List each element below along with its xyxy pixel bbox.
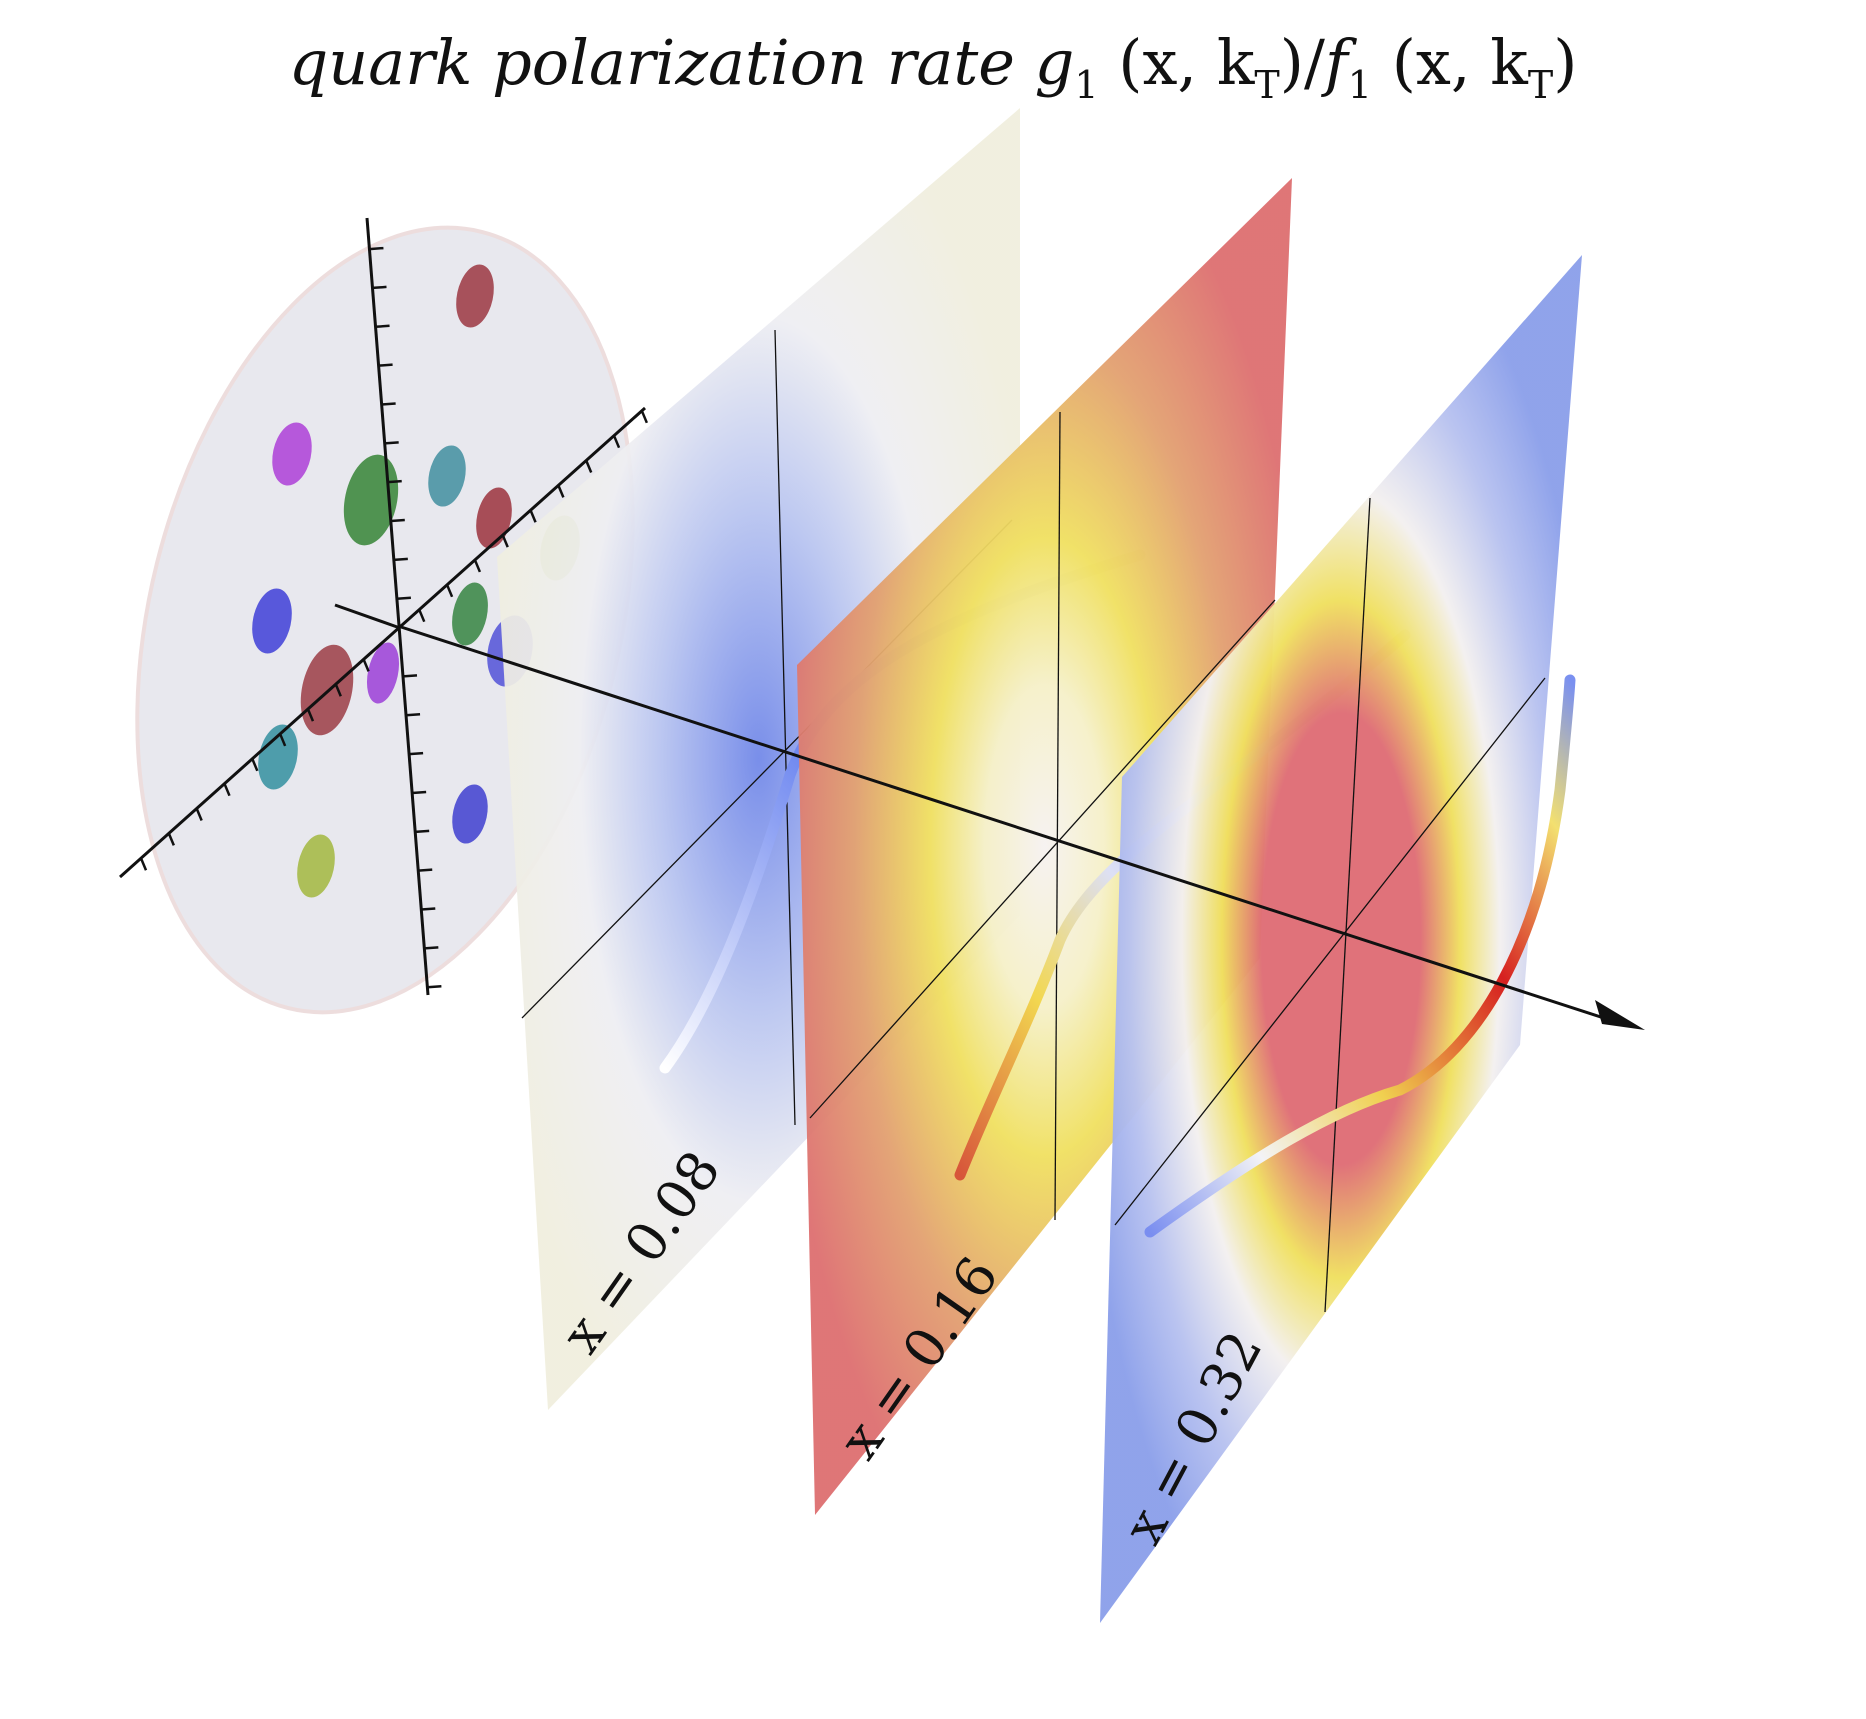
title-text: quark polarization rate bbox=[288, 26, 1035, 99]
quark-dot bbox=[258, 724, 298, 790]
quark-dot bbox=[366, 642, 400, 704]
longitudinal-axis bbox=[397, 624, 1611, 1022]
axis-tick bbox=[585, 460, 593, 474]
quark-dot bbox=[272, 422, 312, 486]
axis-tick bbox=[223, 783, 231, 797]
axis-tick bbox=[557, 484, 565, 498]
axis-tick bbox=[384, 441, 399, 445]
title-g: g bbox=[1034, 26, 1075, 99]
axis-tick bbox=[372, 285, 387, 290]
title-f: f bbox=[1324, 26, 1348, 99]
axis-tick bbox=[424, 946, 439, 950]
axis-tick bbox=[418, 868, 433, 872]
axis-arrow-head bbox=[1595, 1000, 1645, 1030]
axis-tick bbox=[390, 518, 405, 523]
axis-tick bbox=[529, 509, 537, 523]
axis-tick bbox=[409, 751, 424, 756]
axis-tick bbox=[378, 363, 393, 367]
axis-tick bbox=[362, 658, 370, 672]
quark-dot bbox=[456, 264, 494, 328]
axis-tick bbox=[415, 829, 430, 834]
plane-2-vertical-line bbox=[1324, 497, 1371, 1313]
axis-tick bbox=[393, 557, 408, 562]
title-f-sub: 1 bbox=[1347, 63, 1372, 107]
quark-dot bbox=[428, 445, 466, 507]
quark-dot bbox=[297, 834, 335, 898]
quark-dot bbox=[343, 454, 399, 546]
axis-tick bbox=[421, 907, 436, 911]
title-slash: )/ bbox=[1279, 26, 1325, 99]
axis-tick bbox=[334, 683, 342, 697]
plane-1-vertical-line bbox=[1054, 411, 1061, 1221]
title-args2: (x, k bbox=[1391, 26, 1528, 99]
axis-tick bbox=[501, 534, 509, 548]
quark-dot bbox=[452, 784, 488, 844]
axis-tick bbox=[139, 857, 148, 871]
axis-tick bbox=[412, 790, 427, 795]
axis-tick bbox=[427, 984, 442, 989]
plane-x-0.32 bbox=[1100, 255, 1582, 1623]
axis-tick bbox=[640, 410, 649, 424]
plane-0-vertical-line bbox=[774, 329, 796, 1126]
title-t2: T bbox=[1527, 63, 1554, 107]
plane-x-0.08 bbox=[497, 108, 1020, 1410]
quark-dot bbox=[300, 644, 354, 736]
axis-tick bbox=[167, 832, 175, 846]
axis-tick bbox=[387, 479, 402, 484]
title-g-sub: 1 bbox=[1074, 63, 1099, 107]
axis-tick bbox=[612, 435, 621, 449]
axis-tick bbox=[375, 324, 390, 329]
axis-tick bbox=[278, 733, 287, 747]
title-args1: (x, k bbox=[1118, 26, 1255, 99]
disc-axis-ticks bbox=[139, 246, 649, 989]
disc-vertical-axis bbox=[365, 217, 430, 996]
axis-tick bbox=[402, 674, 418, 678]
title-close: ) bbox=[1553, 26, 1578, 99]
axis-tick bbox=[195, 808, 203, 822]
axis-tick bbox=[445, 584, 454, 598]
axis-tick bbox=[369, 246, 384, 251]
axis-tick bbox=[396, 596, 411, 600]
plane-2-diagonal-line bbox=[1114, 677, 1546, 1226]
chart-title: quark polarization rate g1 (x, kT)/f1 (x… bbox=[0, 8, 1866, 118]
plane-x-0.16 bbox=[797, 178, 1292, 1515]
quark-dots bbox=[252, 264, 580, 898]
plane-1-diagonal-line bbox=[809, 599, 1276, 1119]
disc-short-axis bbox=[334, 603, 401, 630]
quark-dot bbox=[252, 588, 292, 654]
quark-dot bbox=[452, 582, 488, 646]
axis-tick bbox=[473, 559, 482, 573]
axis-tick bbox=[418, 609, 426, 623]
axis-tick bbox=[405, 713, 421, 717]
axis-tick bbox=[306, 708, 315, 722]
axis-tick bbox=[251, 758, 259, 772]
title-t1: T bbox=[1254, 63, 1280, 107]
polarization-curve-2 bbox=[1144, 674, 1576, 1238]
axis-tick bbox=[381, 402, 396, 406]
